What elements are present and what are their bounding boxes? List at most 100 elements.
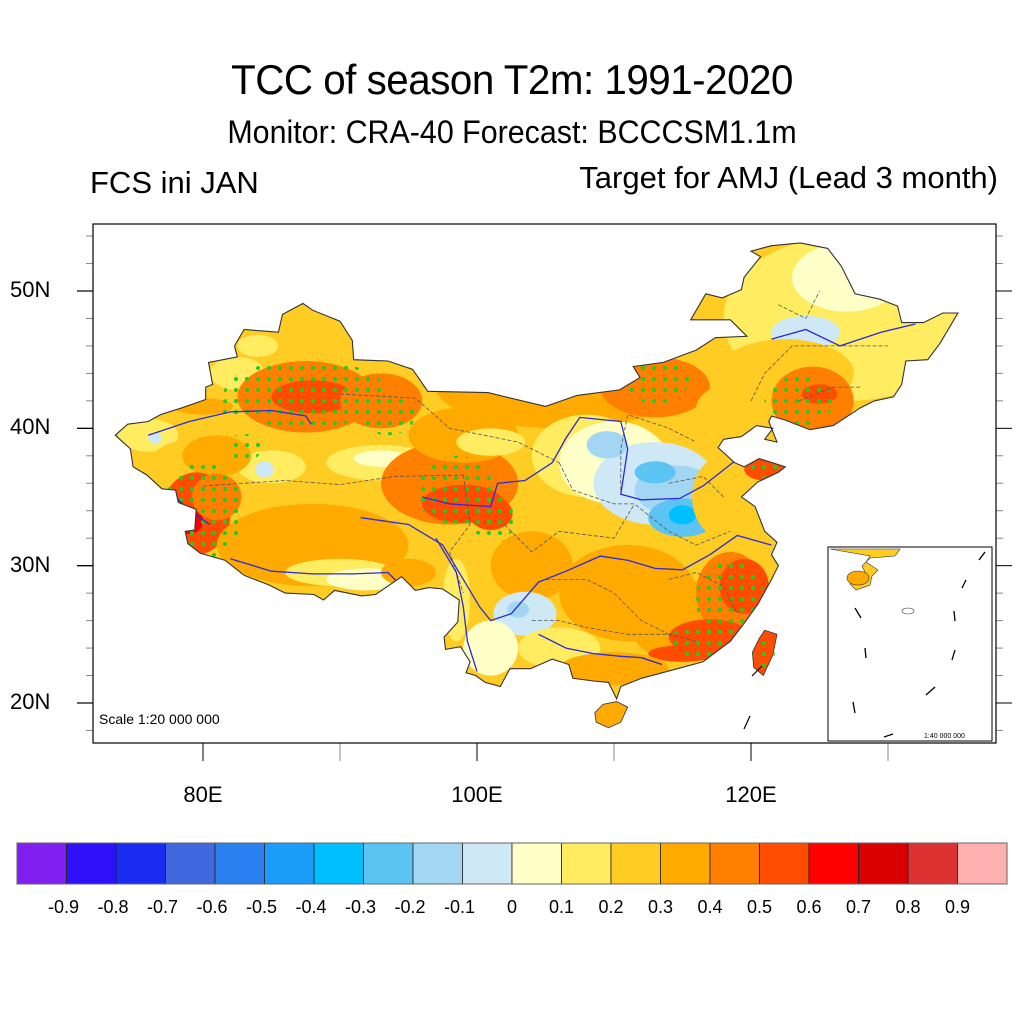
- rivers: [147, 323, 916, 672]
- colorbar-label: 0: [506, 897, 517, 917]
- contour-region: [634, 461, 676, 484]
- inset-scale-label: 1:40 000 000: [924, 733, 965, 740]
- colorbar-label: 0.7: [845, 897, 872, 917]
- pearl-river: [538, 633, 663, 666]
- inset-coast: [829, 548, 901, 591]
- province-boundary: [750, 345, 888, 402]
- colorbar-bin: [264, 842, 315, 885]
- lat-tick-label: 30N: [10, 551, 51, 577]
- lon-tick-label: 80E: [183, 782, 223, 807]
- province-boundary: [798, 386, 861, 402]
- province-boundaries: [202, 290, 888, 642]
- heilong-songhua: [771, 323, 916, 347]
- contour-region: [692, 455, 756, 539]
- nine-dash-segment: [883, 733, 894, 738]
- significance-dots: [161, 462, 245, 559]
- nine-dash-segment: [961, 579, 967, 589]
- contour-region: [507, 601, 530, 618]
- map-frame: [92, 223, 997, 744]
- init-label: FCS ini JAN: [90, 165, 259, 200]
- inset-island: [901, 607, 915, 615]
- colorbar-label: 0.6: [796, 897, 822, 917]
- colorbar: [16, 842, 1008, 885]
- nine-dash-segment: [854, 607, 862, 619]
- lon-tick-label: 120E: [725, 782, 777, 807]
- colorbar-bin: [16, 842, 67, 885]
- contour-region: [381, 558, 436, 587]
- china-boundary: [114, 242, 959, 701]
- colorbar-bin: [709, 842, 760, 885]
- yellow-river: [422, 416, 736, 508]
- significance-dots: [226, 433, 262, 462]
- contour-region: [490, 531, 573, 600]
- colorbar-label: 0.9: [944, 897, 971, 917]
- colorbar-bin: [511, 842, 562, 885]
- province-boundary: [545, 579, 669, 635]
- inset-hainan: [846, 570, 870, 586]
- nine-dash-segment: [864, 647, 867, 659]
- nine-dash-segment: [925, 686, 936, 696]
- colorbar-label: 0.3: [647, 897, 674, 917]
- lat-tick-label: 50N: [10, 277, 51, 302]
- contour-region: [237, 334, 279, 357]
- significance-dots: [668, 624, 738, 658]
- colorbar-bin: [858, 842, 909, 885]
- islands: [594, 629, 778, 730]
- colorbar-label: -0.6: [196, 897, 228, 917]
- nine-dash-segment: [953, 610, 956, 622]
- province-boundary: [202, 474, 464, 487]
- colorbar-bin: [462, 842, 513, 885]
- colorbar-frame: [16, 842, 1008, 885]
- colorbar-bin: [660, 842, 711, 885]
- south-china-sea-inset: [827, 546, 993, 742]
- colorbar-bin: [957, 842, 1008, 885]
- tarim-river: [147, 409, 312, 436]
- contour-region: [586, 431, 628, 459]
- colorbar-bin: [759, 842, 810, 885]
- colorbar-label: -0.5: [245, 897, 278, 917]
- contour-region: [559, 652, 669, 686]
- significance-dots: [360, 394, 416, 436]
- colorbar-bin: [412, 842, 463, 885]
- colorbar-bin: [363, 842, 414, 885]
- colorbar-label: -0.1: [443, 897, 476, 917]
- chart-subtitle: Monitor: CRA-40 Forecast: BCCCSM1.1m: [227, 114, 797, 150]
- yarlung-river: [230, 558, 403, 587]
- colorbar-bin: [115, 842, 166, 885]
- colorbar-bin: [66, 842, 117, 885]
- colorbar-label: -0.8: [97, 897, 129, 917]
- contour-region: [456, 428, 525, 456]
- nine-dash-segment: [852, 701, 856, 714]
- significance-dots: [748, 461, 782, 478]
- yangtze-river: [360, 516, 772, 622]
- lon-tick-label: 100E: [451, 782, 503, 807]
- axis-ticks: [77, 235, 1012, 761]
- province-boundary: [620, 414, 697, 491]
- colorbar-bin: [214, 842, 265, 885]
- colorbar-label: -0.7: [146, 897, 179, 917]
- dash-line-segment: [743, 715, 751, 730]
- scale-label: Scale 1:20 000 000: [99, 711, 220, 727]
- colorbar-bin: [808, 842, 859, 885]
- province-boundary: [558, 462, 731, 546]
- colorbar-label: -0.4: [295, 897, 327, 917]
- nine-dash-segment: [951, 649, 956, 661]
- target-label: Target for AMJ (Lead 3 month): [579, 160, 998, 195]
- nine-dash-segment: [978, 551, 986, 561]
- lat-tick-label: 40N: [10, 414, 51, 440]
- province-boundary: [504, 503, 635, 553]
- mekong-nu-rivers: [435, 537, 478, 672]
- contour-region: [463, 620, 519, 676]
- province-boundary: [668, 572, 738, 614]
- dash-line-segment: [751, 665, 763, 677]
- colorbar-bin: [907, 842, 958, 885]
- significance-dots: [620, 357, 690, 404]
- colorbar-label: 0.1: [548, 897, 575, 917]
- significance-dots: [754, 635, 775, 672]
- colorbar-bin: [165, 842, 216, 885]
- colorbar-label: 0.4: [697, 897, 723, 917]
- contour-region: [255, 461, 275, 478]
- significance-dots: [466, 496, 521, 539]
- province-boundary: [668, 475, 724, 498]
